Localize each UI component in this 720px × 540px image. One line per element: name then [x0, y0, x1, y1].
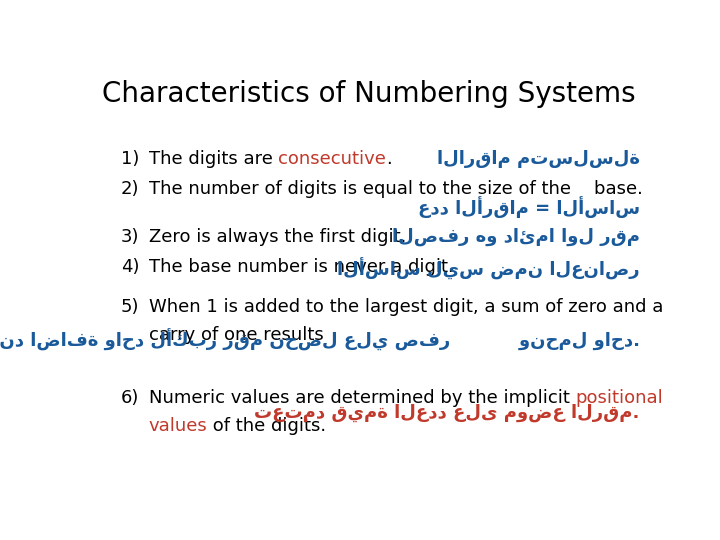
Text: 6): 6): [121, 389, 139, 407]
Text: الارقام متسلسلة: الارقام متسلسلة: [436, 150, 639, 168]
Text: values: values: [148, 417, 207, 435]
Text: الأساس ليس ضمن العناصر: الأساس ليس ضمن العناصر: [337, 258, 639, 280]
Text: consecutive: consecutive: [278, 150, 386, 168]
Text: The number of digits is equal to the size of the    base.: The number of digits is equal to the siz…: [148, 180, 642, 198]
Text: Characteristics of Numbering Systems: Characteristics of Numbering Systems: [102, 80, 636, 108]
Text: .: .: [386, 150, 392, 168]
Text: 4): 4): [121, 258, 139, 276]
Text: The digits are: The digits are: [148, 150, 278, 168]
Text: The base number is never a digit.: The base number is never a digit.: [148, 258, 454, 276]
Text: 3): 3): [121, 228, 139, 246]
Text: of the digits.: of the digits.: [207, 417, 326, 435]
Text: عدد الأرقام = الأساس: عدد الأرقام = الأساس: [418, 196, 639, 218]
Text: 1): 1): [121, 150, 139, 168]
Text: الصفر هو دائما اول رقم: الصفر هو دائما اول رقم: [392, 228, 639, 246]
Text: عند اضافة واحد لأكبر رقم نحصل علي صفر           ونحمل واحد.: عند اضافة واحد لأكبر رقم نحصل علي صفر ون…: [0, 329, 639, 351]
Text: تعتمد قيمة العدد على موضع الرقم.: تعتمد قيمة العدد على موضع الرقم.: [254, 404, 639, 422]
Text: When 1 is added to the largest digit, a sum of zero and a: When 1 is added to the largest digit, a …: [148, 298, 663, 316]
Text: 2): 2): [121, 180, 139, 198]
Text: 5): 5): [121, 298, 139, 316]
Text: Zero is always the first digit.: Zero is always the first digit.: [148, 228, 406, 246]
Text: carry of one results: carry of one results: [148, 326, 323, 344]
Text: Numeric values are determined by the implicit: Numeric values are determined by the imp…: [148, 389, 575, 407]
Text: positional: positional: [575, 389, 663, 407]
